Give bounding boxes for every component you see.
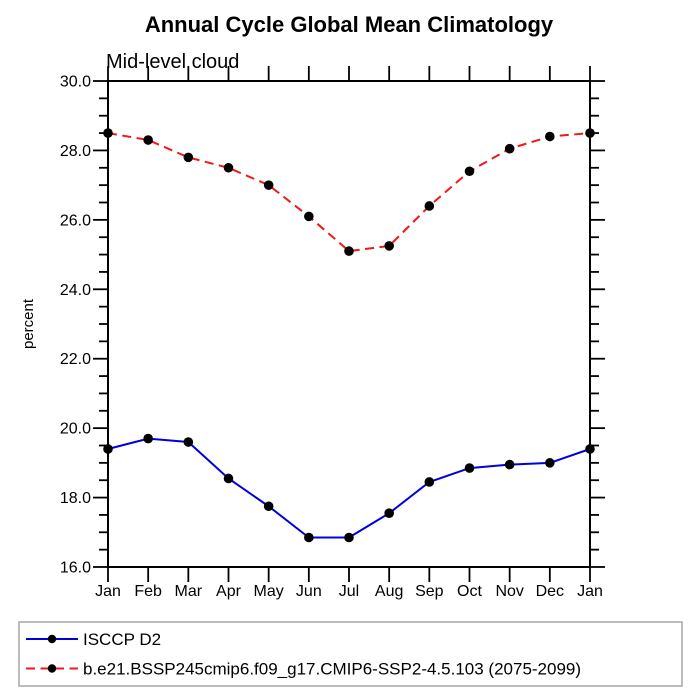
x-tick-label: Jan [95, 583, 121, 600]
axis-ticks [93, 66, 605, 582]
x-tick-label: Dec [536, 583, 564, 600]
x-tick-label: Feb [134, 583, 162, 600]
x-tick-label: May [254, 583, 284, 600]
x-tick-label: Oct [457, 583, 482, 600]
x-tick-label: Jul [339, 583, 359, 600]
data-point-marker [545, 131, 555, 142]
data-point-marker [143, 433, 153, 444]
data-point-marker [183, 152, 194, 163]
y-tick-label: 30.0 [60, 74, 91, 91]
axis-tick-labels: Jan Feb Mar Apr May Jun Jul Aug Sep Oct Nov Dec Jan1… [60, 74, 603, 601]
data-point-marker [183, 437, 194, 447]
data-point-marker [304, 532, 314, 543]
data-point-marker [223, 473, 234, 484]
data-point-marker [263, 501, 274, 512]
data-point-marker [344, 246, 354, 256]
x-tick-label: Mar [175, 583, 203, 600]
y-tick-label: 28.0 [60, 143, 91, 160]
x-tick-label: Nov [495, 583, 523, 600]
legend-entry-label: b.e21.BSSP245cmip6.f09_g17.CMIP6-SSP2-4.… [83, 660, 581, 679]
data-series [103, 128, 595, 543]
chart-subtitle: Mid-level cloud [106, 51, 239, 73]
data-point-marker [464, 166, 475, 177]
data-point-marker [143, 135, 153, 145]
data-point-marker [304, 211, 314, 222]
legend-marker [47, 664, 57, 673]
data-point-marker [504, 143, 515, 154]
data-point-marker [504, 459, 515, 470]
series-line-0 [107, 437, 591, 539]
y-tick-label: 18.0 [60, 490, 91, 507]
data-point-marker [545, 458, 555, 468]
legend: ISCCP D2 b.e21.BSSP245cmip6.f09_g17.CMIP6… [18, 621, 683, 687]
data-point-marker [344, 532, 354, 543]
data-point-marker [585, 128, 595, 138]
data-point-marker [424, 477, 435, 487]
data-point-marker [384, 241, 394, 251]
x-tick-label: Jun [296, 583, 322, 600]
data-point-marker [103, 128, 113, 138]
y-tick-label: 16.0 [60, 560, 91, 577]
x-tick-label: Aug [375, 583, 403, 600]
x-tick-label: Sep [415, 583, 444, 600]
y-tick-label: 26.0 [60, 212, 91, 229]
legend-box [18, 621, 683, 687]
y-tick-label: 20.0 [60, 421, 91, 438]
y-tick-label: 24.0 [60, 282, 91, 299]
legend-marker [47, 634, 57, 644]
data-point-marker [263, 180, 274, 190]
data-point-marker [223, 162, 234, 173]
data-point-marker [585, 444, 595, 454]
series-line-1 [107, 132, 591, 253]
plot-border [107, 80, 591, 568]
y-axis-label: percent [20, 298, 37, 349]
data-point-marker [384, 508, 394, 518]
legend-entry-label: ISCCP D2 [83, 630, 161, 649]
data-point-marker [103, 444, 113, 454]
plot-frame [107, 80, 591, 568]
data-point-marker [424, 201, 435, 211]
chart-title: Annual Cycle Global Mean Climatology [145, 12, 554, 37]
x-tick-label: Jan [577, 583, 603, 600]
data-point-marker [464, 463, 475, 473]
y-tick-label: 22.0 [60, 351, 91, 368]
x-tick-label: Apr [216, 583, 242, 600]
